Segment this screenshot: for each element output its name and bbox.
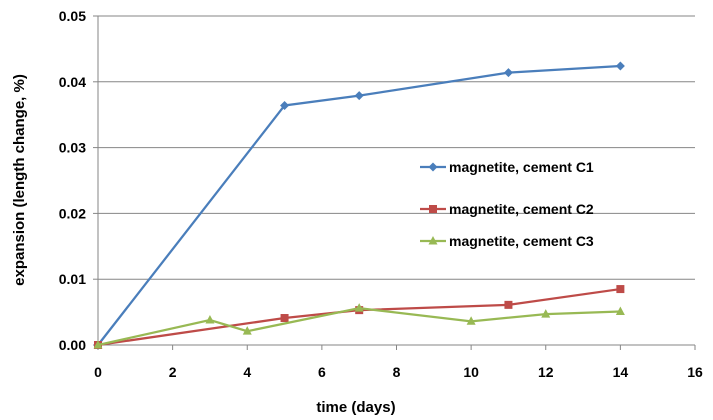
data-point xyxy=(354,303,364,312)
legend-label: magnetite, cement C3 xyxy=(449,233,594,249)
data-point xyxy=(242,326,252,335)
x-tick-label: 4 xyxy=(243,364,251,380)
legend-entry: magnetite, cement C3 xyxy=(420,233,594,249)
legend-marker xyxy=(428,162,438,172)
legend-entry: magnetite, cement C2 xyxy=(420,201,594,217)
y-tick-label: 0.03 xyxy=(59,140,86,156)
data-point xyxy=(466,316,476,325)
x-tick-label: 6 xyxy=(318,364,326,380)
legend-marker xyxy=(429,205,437,213)
axes xyxy=(97,16,695,346)
data-point xyxy=(504,300,513,309)
y-tick-label: 0.04 xyxy=(59,74,86,90)
y-axis-ticks: 0.00 0.01 0.02 0.03 0.04 0.05 xyxy=(59,8,98,353)
y-axis-title: expansion (length change, %) xyxy=(11,74,28,286)
data-point xyxy=(615,61,625,71)
data-point xyxy=(616,285,625,294)
y-tick-label: 0.01 xyxy=(59,271,86,287)
y-tick-label: 0.02 xyxy=(59,205,86,221)
x-tick-label: 10 xyxy=(463,364,479,380)
x-tick-label: 14 xyxy=(613,364,629,380)
data-point xyxy=(503,68,513,78)
data-point xyxy=(615,306,625,315)
series-3 xyxy=(93,303,625,349)
legend-marker xyxy=(428,236,438,245)
data-point xyxy=(354,91,364,101)
data-point xyxy=(541,309,551,318)
x-tick-label: 0 xyxy=(94,364,102,380)
legend-label: magnetite, cement C1 xyxy=(449,159,594,175)
x-tick-label: 16 xyxy=(687,364,703,380)
data-point xyxy=(205,314,215,324)
data-point xyxy=(93,340,103,349)
x-tick-label: 8 xyxy=(393,364,401,380)
y-tick-label: 0.00 xyxy=(59,337,86,353)
x-axis-ticks: 0 2 4 6 8 10 12 14 16 xyxy=(94,345,703,380)
x-tick-label: 2 xyxy=(169,364,177,380)
data-point xyxy=(280,100,290,110)
y-tick-label: 0.05 xyxy=(59,8,86,24)
data-series xyxy=(93,61,625,350)
legend-entry: magnetite, cement C1 xyxy=(420,159,594,175)
legend: magnetite, cement C1 magnetite, cement C2… xyxy=(420,159,594,249)
legend-label: magnetite, cement C2 xyxy=(449,201,594,217)
data-point xyxy=(280,314,289,323)
x-axis-title: time (days) xyxy=(316,399,395,416)
gridlines xyxy=(98,15,695,280)
x-tick-label: 12 xyxy=(538,364,554,380)
